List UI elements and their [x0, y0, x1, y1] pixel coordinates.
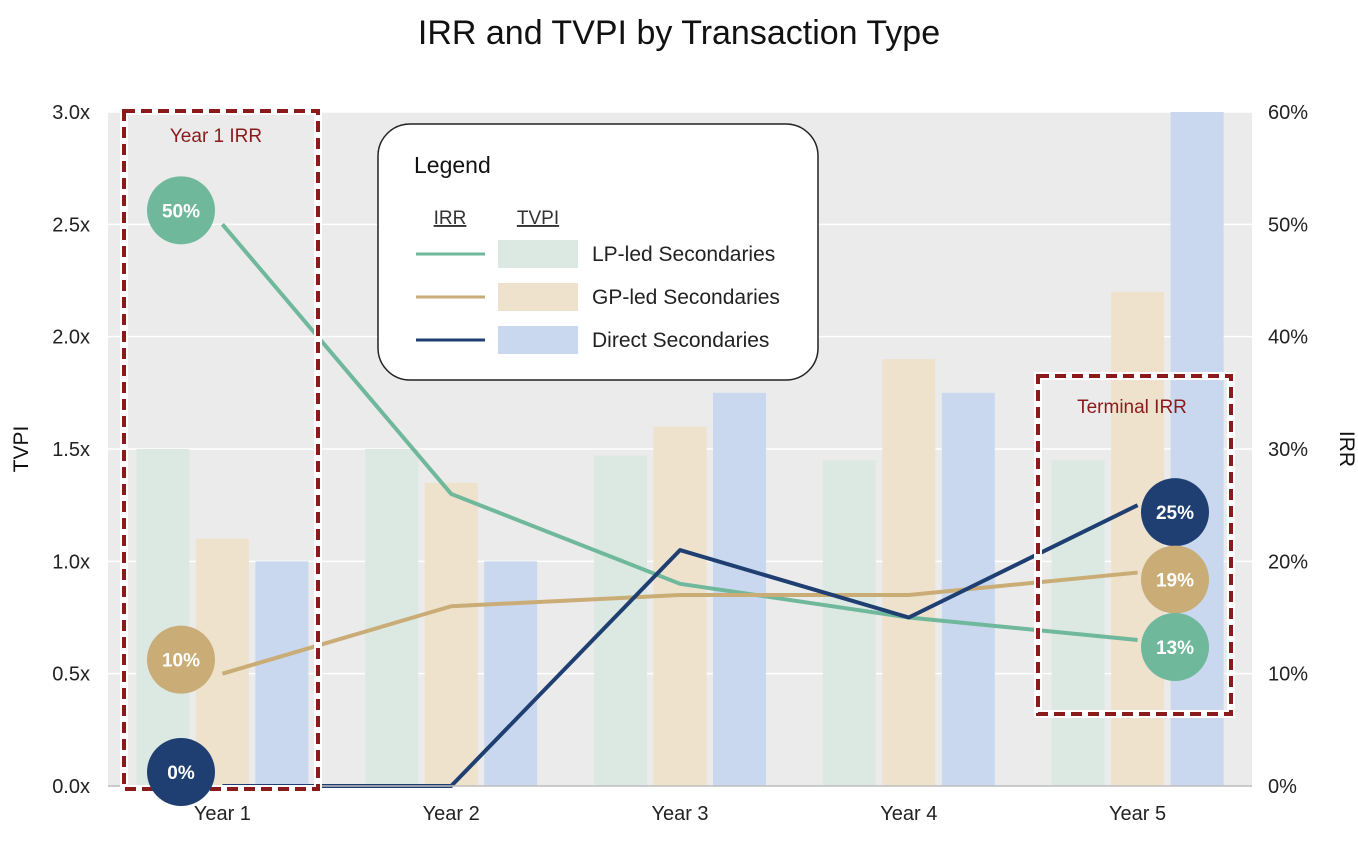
y-left-tick-label: 1.0x: [52, 551, 90, 573]
irr-bubble: [147, 625, 215, 694]
tvpi-bar: [1051, 460, 1105, 786]
irr-line: [220, 223, 1138, 642]
y-axis-right-title: IRR: [1335, 431, 1358, 467]
legend-irr-header: IRR: [434, 208, 467, 229]
y-right-tick-label: 40%: [1268, 327, 1308, 349]
legend-box: [377, 123, 819, 381]
legend-entry-label: Direct Secondaries: [592, 329, 769, 352]
legend-tvpi-swatch: [498, 283, 578, 311]
irr-bubble-label: 10%: [162, 651, 200, 672]
y-left-tick-label: 2.5x: [52, 214, 90, 236]
tvpi-bar: [594, 455, 647, 786]
y-right-tick-label: 20%: [1268, 551, 1308, 573]
legend: Legend IRR TVPI LP-led Secondaries GP-led…: [377, 123, 819, 381]
irr-bubble: [1141, 612, 1209, 681]
y-left-tick-label: 2.0x: [52, 327, 90, 349]
y-left-tick-label: 1.5x: [52, 439, 90, 461]
tvpi-bar: [1170, 112, 1224, 786]
irr-bubble-label: 19%: [1156, 571, 1194, 592]
x-tick-label: Year 2: [423, 803, 480, 825]
irr-bubble: [147, 738, 215, 806]
tvpi-bar: [484, 561, 538, 786]
axes: 0.0x 0.5x 1.0x 1.5x 2.0x 2.5x 3.0x 0% 10% 20% 30% 4…: [52, 102, 1308, 825]
legend-tvpi-swatch: [498, 240, 578, 268]
tvpi-bar: [424, 482, 478, 786]
y-right-tick-label: 0%: [1268, 776, 1297, 798]
terminal-annotation-box: [1036, 374, 1233, 716]
irr-bubble-label: 25%: [1156, 503, 1194, 524]
x-tick-label: Year 1: [194, 803, 251, 825]
irr-line: [221, 570, 1138, 676]
legend-title: Legend: [414, 152, 491, 178]
tvpi-bar: [882, 359, 936, 786]
tvpi-bar: [822, 460, 876, 786]
x-tick-label: Year 5: [1109, 803, 1166, 825]
x-tick-label: Year 4: [880, 803, 937, 825]
irr-bubble: [1141, 478, 1209, 547]
y-right-tick-label: 30%: [1268, 439, 1308, 461]
tvpi-bar: [136, 449, 190, 786]
year1-annotation-box: [122, 109, 320, 791]
irr-bubble-label: 13%: [1156, 638, 1194, 659]
legend-entry-label: GP-led Secondaries: [592, 286, 780, 309]
tvpi-bar: [255, 561, 309, 786]
y-right-tick-label: 10%: [1268, 664, 1308, 686]
y-right-tick-label: 60%: [1268, 102, 1308, 124]
y-left-tick-label: 3.0x: [52, 102, 90, 124]
terminal-annotation-label: Terminal IRR: [1077, 397, 1187, 418]
y-left-tick-label: 0.0x: [52, 776, 90, 798]
legend-entry-label: LP-led Secondaries: [592, 243, 775, 266]
year1-annotation-label: Year 1 IRR: [170, 126, 262, 147]
legend-tvpi-swatch: [498, 326, 578, 354]
irr-bubble-label: 50%: [162, 201, 200, 222]
irr-bubble: [147, 176, 215, 245]
irr-value-bubbles: 50% 10% 0% 25% 19% 13%: [147, 176, 1209, 806]
x-tick-label: Year 3: [651, 803, 708, 825]
irr-bubble-label: 0%: [167, 763, 195, 784]
tvpi-bar: [653, 426, 707, 786]
irr-bubble: [1141, 545, 1209, 614]
y-left-tick-label: 0.5x: [52, 664, 90, 686]
y-right-tick-label: 50%: [1268, 214, 1308, 236]
legend-tvpi-header: TVPI: [517, 208, 559, 229]
y-axis-left-title: TVPI: [10, 426, 33, 473]
chart-title: IRR and TVPI by Transaction Type: [418, 14, 940, 52]
